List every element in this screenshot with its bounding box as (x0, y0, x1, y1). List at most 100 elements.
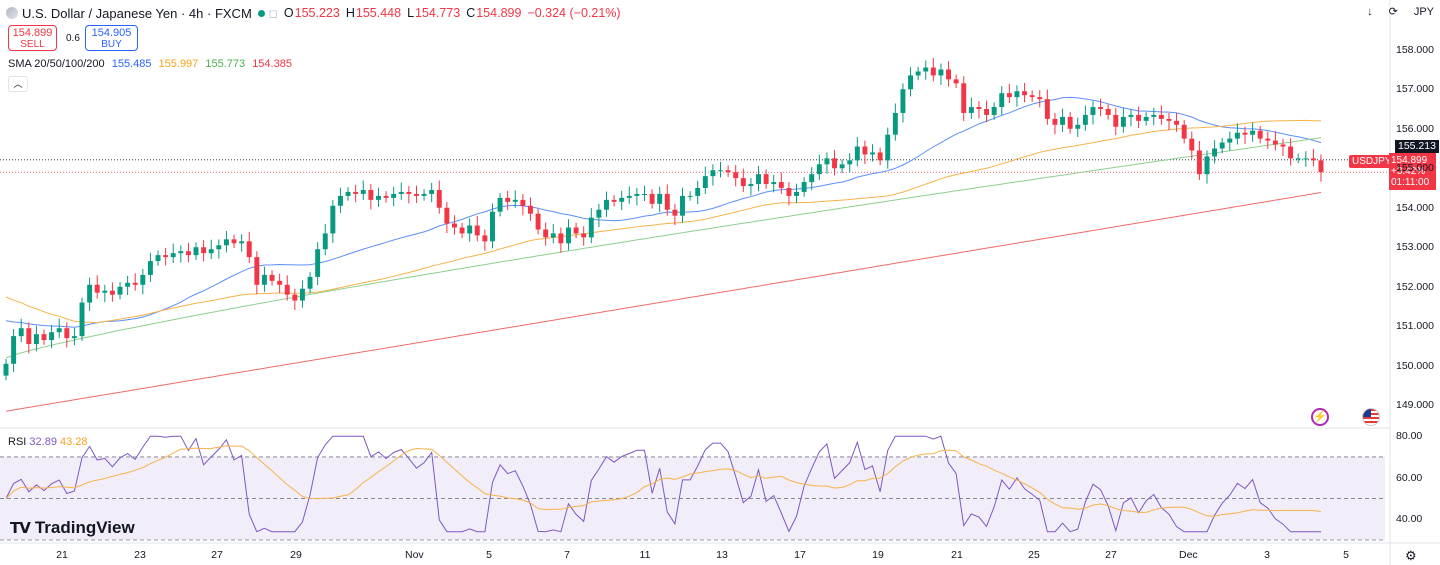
candle-body (634, 193, 640, 196)
time-tick-label: Dec (1179, 549, 1198, 561)
collapse-legend-button[interactable]: ︿ (8, 76, 28, 92)
candle-body (771, 182, 777, 185)
sell-button[interactable]: 154.899 SELL (8, 25, 57, 51)
price-tick-label: 149.000 (1396, 399, 1434, 412)
currency-button[interactable]: JPY (1413, 5, 1434, 18)
candle-body (132, 282, 138, 285)
candle-body (1029, 95, 1035, 98)
candle-body (406, 191, 412, 194)
candle-body (953, 79, 959, 84)
candle-body (702, 176, 708, 188)
candle-body (718, 170, 723, 172)
sma20-value: 155.485 (111, 58, 152, 70)
candle-body (528, 205, 533, 214)
candle-body (870, 152, 876, 155)
price-tick-label: 157.000 (1396, 83, 1434, 96)
candle-body (862, 146, 868, 155)
symbol-header[interactable]: U.S. Dollar / Japanese Yen · 4h · FXCM ◻… (6, 4, 621, 22)
candle-body (1174, 120, 1180, 125)
high-value: 155.448 (355, 6, 402, 20)
tradingview-logo[interactable]: 𝗧𝗩 TradingView (10, 518, 135, 538)
candle-body (185, 251, 191, 256)
candle-body (1196, 150, 1202, 175)
candle-body (847, 160, 853, 165)
sma20-line (5, 96, 1322, 328)
candle-body (1143, 116, 1149, 121)
candle-body (710, 170, 716, 177)
candle-body (163, 255, 169, 258)
time-tick-label: 5 (1343, 549, 1349, 561)
buy-label: BUY (101, 39, 122, 50)
candle-body (284, 284, 290, 295)
refresh-icon[interactable]: ⟳ (1388, 6, 1398, 18)
candle-body (239, 241, 245, 244)
price-tick-label: 151.000 (1396, 320, 1434, 333)
time-tick-label: 17 (794, 549, 806, 561)
symbol-title[interactable]: U.S. Dollar / Japanese Yen · 4h · FXCM (22, 5, 252, 21)
candle-body (1090, 107, 1096, 115)
rsi-tick-label: 40.00 (1396, 513, 1423, 526)
candle-body (923, 67, 929, 72)
candle-body (1067, 116, 1073, 129)
candle-body (801, 182, 807, 192)
settings-icon[interactable]: ⚙ (1405, 548, 1417, 563)
rsi-band (0, 456, 1385, 540)
candle-body (976, 107, 982, 109)
rsi-legend[interactable]: RSI 32.89 43.28 (8, 436, 88, 448)
low-label: L (407, 6, 415, 20)
candle-body (1265, 138, 1271, 141)
lightning-icon[interactable]: ⚡ (1311, 408, 1329, 426)
candle-body (740, 178, 746, 187)
chevron-up-icon: ︿ (13, 79, 23, 89)
candle-body (1257, 130, 1263, 139)
candle-body (254, 257, 260, 285)
close-value: 154.899 (476, 6, 522, 20)
symbol-icon (6, 7, 18, 19)
buy-button[interactable]: 154.905 BUY (85, 25, 138, 51)
candle-body (444, 207, 450, 224)
candle-body (269, 274, 275, 281)
candle-body (1037, 97, 1043, 100)
candle-body (1014, 91, 1020, 98)
symbol-tag: USDJPY (1349, 155, 1395, 168)
candle-body (360, 189, 366, 194)
candle-body (375, 195, 381, 200)
rsi-label: RSI (8, 436, 27, 448)
sma100-line (5, 137, 1322, 359)
candle-body (421, 193, 427, 196)
candle-body (292, 294, 298, 301)
candle-body (816, 164, 822, 175)
candle-body (968, 107, 974, 113)
candle-body (1120, 116, 1126, 127)
candle-body (246, 241, 252, 258)
candle-body (117, 286, 123, 295)
candle-body (854, 146, 860, 161)
time-tick-label: 21 (56, 549, 68, 561)
arrow-down-icon[interactable]: ↓ (1367, 5, 1373, 18)
candle-body (223, 239, 229, 246)
candle-body (961, 83, 967, 113)
us-flag-icon[interactable] (1362, 408, 1380, 426)
candle-body (1006, 93, 1012, 98)
spread-value: 0.6 (66, 33, 80, 44)
brand-name: TradingView (34, 518, 135, 537)
rsi-tick-label: 60.00 (1396, 471, 1423, 484)
candle-body (550, 233, 556, 238)
time-tick-label: 25 (1028, 549, 1040, 561)
candle-body (1242, 132, 1248, 135)
sma200-value: 154.385 (252, 58, 292, 70)
candle-body (1303, 158, 1309, 160)
time-tick-label: 29 (290, 549, 302, 561)
candle-body (18, 328, 24, 337)
sma-legend[interactable]: SMA 20/50/100/200 155.485 155.997 155.77… (8, 58, 296, 70)
last-change: +3.42% (1391, 166, 1426, 177)
sma50-value: 155.997 (158, 58, 199, 70)
sma-label: SMA 20/50/100/200 (8, 58, 105, 70)
candle-body (1128, 114, 1134, 117)
candle-body (649, 193, 655, 204)
visibility-icon[interactable]: ◻ (268, 7, 278, 20)
candle-body (558, 233, 564, 244)
candle-body (1113, 114, 1119, 127)
